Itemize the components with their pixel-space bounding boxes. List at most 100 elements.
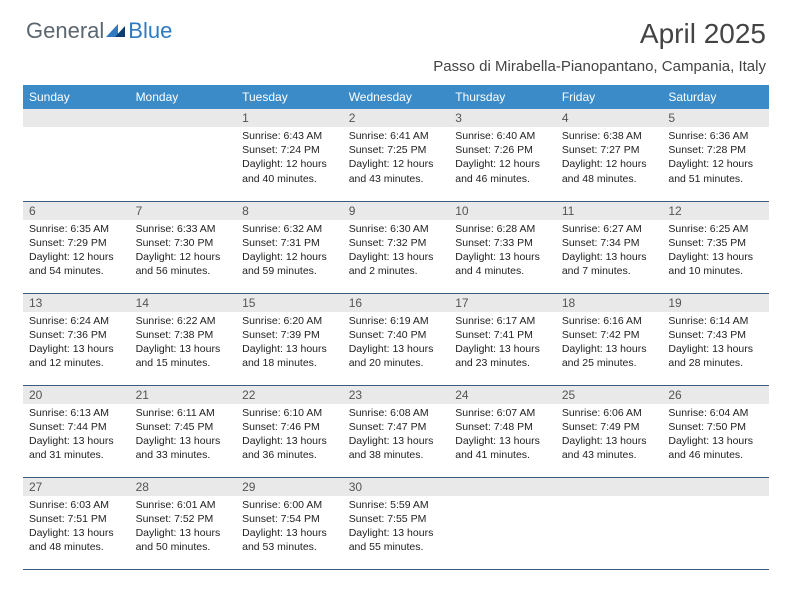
day-number: 26	[662, 386, 769, 404]
calendar-day-cell: 7Sunrise: 6:33 AMSunset: 7:30 PMDaylight…	[130, 201, 237, 293]
calendar-day-cell: 26Sunrise: 6:04 AMSunset: 7:50 PMDayligh…	[662, 385, 769, 477]
calendar-day-cell: 21Sunrise: 6:11 AMSunset: 7:45 PMDayligh…	[130, 385, 237, 477]
calendar-day-cell: 2Sunrise: 6:41 AMSunset: 7:25 PMDaylight…	[343, 109, 450, 201]
day-details: Sunrise: 6:30 AMSunset: 7:32 PMDaylight:…	[343, 220, 450, 283]
day-details: Sunrise: 6:28 AMSunset: 7:33 PMDaylight:…	[449, 220, 556, 283]
calendar-day-cell: 13Sunrise: 6:24 AMSunset: 7:36 PMDayligh…	[23, 293, 130, 385]
weekday-header: Tuesday	[236, 85, 343, 109]
day-details	[23, 127, 130, 133]
calendar-week-row: 13Sunrise: 6:24 AMSunset: 7:36 PMDayligh…	[23, 293, 769, 385]
calendar-day-cell: 6Sunrise: 6:35 AMSunset: 7:29 PMDaylight…	[23, 201, 130, 293]
calendar-empty-cell	[23, 109, 130, 201]
calendar-empty-cell	[449, 477, 556, 569]
day-number: 25	[556, 386, 663, 404]
calendar-day-cell: 27Sunrise: 6:03 AMSunset: 7:51 PMDayligh…	[23, 477, 130, 569]
calendar-day-cell: 25Sunrise: 6:06 AMSunset: 7:49 PMDayligh…	[556, 385, 663, 477]
calendar-day-cell: 20Sunrise: 6:13 AMSunset: 7:44 PMDayligh…	[23, 385, 130, 477]
day-details: Sunrise: 6:06 AMSunset: 7:49 PMDaylight:…	[556, 404, 663, 467]
day-details: Sunrise: 6:38 AMSunset: 7:27 PMDaylight:…	[556, 127, 663, 190]
day-details: Sunrise: 6:04 AMSunset: 7:50 PMDaylight:…	[662, 404, 769, 467]
day-details: Sunrise: 5:59 AMSunset: 7:55 PMDaylight:…	[343, 496, 450, 559]
day-number	[130, 109, 237, 127]
calendar-day-cell: 3Sunrise: 6:40 AMSunset: 7:26 PMDaylight…	[449, 109, 556, 201]
calendar-day-cell: 11Sunrise: 6:27 AMSunset: 7:34 PMDayligh…	[556, 201, 663, 293]
day-number: 21	[130, 386, 237, 404]
day-details: Sunrise: 6:01 AMSunset: 7:52 PMDaylight:…	[130, 496, 237, 559]
month-title: April 2025	[433, 18, 766, 50]
calendar-day-cell: 28Sunrise: 6:01 AMSunset: 7:52 PMDayligh…	[130, 477, 237, 569]
calendar-day-cell: 9Sunrise: 6:30 AMSunset: 7:32 PMDaylight…	[343, 201, 450, 293]
weekday-header: Wednesday	[343, 85, 450, 109]
day-details: Sunrise: 6:10 AMSunset: 7:46 PMDaylight:…	[236, 404, 343, 467]
weekday-header: Sunday	[23, 85, 130, 109]
day-number	[449, 478, 556, 496]
day-details: Sunrise: 6:22 AMSunset: 7:38 PMDaylight:…	[130, 312, 237, 375]
calendar-day-cell: 22Sunrise: 6:10 AMSunset: 7:46 PMDayligh…	[236, 385, 343, 477]
calendar-day-cell: 10Sunrise: 6:28 AMSunset: 7:33 PMDayligh…	[449, 201, 556, 293]
calendar-day-cell: 4Sunrise: 6:38 AMSunset: 7:27 PMDaylight…	[556, 109, 663, 201]
calendar-day-cell: 8Sunrise: 6:32 AMSunset: 7:31 PMDaylight…	[236, 201, 343, 293]
day-details: Sunrise: 6:03 AMSunset: 7:51 PMDaylight:…	[23, 496, 130, 559]
day-details: Sunrise: 6:33 AMSunset: 7:30 PMDaylight:…	[130, 220, 237, 283]
calendar-day-cell: 1Sunrise: 6:43 AMSunset: 7:24 PMDaylight…	[236, 109, 343, 201]
day-number: 2	[343, 109, 450, 127]
weekday-header: Thursday	[449, 85, 556, 109]
logo-icon	[106, 18, 126, 44]
day-details: Sunrise: 6:43 AMSunset: 7:24 PMDaylight:…	[236, 127, 343, 190]
day-details: Sunrise: 6:40 AMSunset: 7:26 PMDaylight:…	[449, 127, 556, 190]
day-details: Sunrise: 6:24 AMSunset: 7:36 PMDaylight:…	[23, 312, 130, 375]
calendar-day-cell: 18Sunrise: 6:16 AMSunset: 7:42 PMDayligh…	[556, 293, 663, 385]
calendar-day-cell: 16Sunrise: 6:19 AMSunset: 7:40 PMDayligh…	[343, 293, 450, 385]
brand-part1: General	[26, 18, 104, 44]
weekday-header-row: SundayMondayTuesdayWednesdayThursdayFrid…	[23, 85, 769, 109]
calendar-week-row: 6Sunrise: 6:35 AMSunset: 7:29 PMDaylight…	[23, 201, 769, 293]
weekday-header: Saturday	[662, 85, 769, 109]
header: General Blue April 2025 Passo di Mirabel…	[0, 0, 792, 79]
brand-part2: Blue	[128, 18, 172, 44]
day-number: 22	[236, 386, 343, 404]
calendar-day-cell: 14Sunrise: 6:22 AMSunset: 7:38 PMDayligh…	[130, 293, 237, 385]
day-number: 6	[23, 202, 130, 220]
day-number: 14	[130, 294, 237, 312]
calendar-day-cell: 15Sunrise: 6:20 AMSunset: 7:39 PMDayligh…	[236, 293, 343, 385]
day-details	[556, 496, 663, 502]
calendar-day-cell: 17Sunrise: 6:17 AMSunset: 7:41 PMDayligh…	[449, 293, 556, 385]
day-details: Sunrise: 6:41 AMSunset: 7:25 PMDaylight:…	[343, 127, 450, 190]
calendar-day-cell: 23Sunrise: 6:08 AMSunset: 7:47 PMDayligh…	[343, 385, 450, 477]
day-details: Sunrise: 6:27 AMSunset: 7:34 PMDaylight:…	[556, 220, 663, 283]
day-details: Sunrise: 6:36 AMSunset: 7:28 PMDaylight:…	[662, 127, 769, 190]
day-number: 29	[236, 478, 343, 496]
calendar-empty-cell	[556, 477, 663, 569]
day-number: 17	[449, 294, 556, 312]
day-number	[662, 478, 769, 496]
day-number: 30	[343, 478, 450, 496]
day-details: Sunrise: 6:08 AMSunset: 7:47 PMDaylight:…	[343, 404, 450, 467]
calendar-week-row: 1Sunrise: 6:43 AMSunset: 7:24 PMDaylight…	[23, 109, 769, 201]
calendar-day-cell: 19Sunrise: 6:14 AMSunset: 7:43 PMDayligh…	[662, 293, 769, 385]
day-number: 15	[236, 294, 343, 312]
day-details: Sunrise: 6:07 AMSunset: 7:48 PMDaylight:…	[449, 404, 556, 467]
calendar-day-cell: 30Sunrise: 5:59 AMSunset: 7:55 PMDayligh…	[343, 477, 450, 569]
calendar-table: SundayMondayTuesdayWednesdayThursdayFrid…	[23, 85, 769, 570]
weekday-header: Monday	[130, 85, 237, 109]
title-block: April 2025 Passo di Mirabella-Pianopanta…	[433, 18, 766, 75]
day-number: 24	[449, 386, 556, 404]
day-details: Sunrise: 6:17 AMSunset: 7:41 PMDaylight:…	[449, 312, 556, 375]
day-number: 23	[343, 386, 450, 404]
day-number: 7	[130, 202, 237, 220]
day-details: Sunrise: 6:11 AMSunset: 7:45 PMDaylight:…	[130, 404, 237, 467]
day-details: Sunrise: 6:35 AMSunset: 7:29 PMDaylight:…	[23, 220, 130, 283]
day-details: Sunrise: 6:32 AMSunset: 7:31 PMDaylight:…	[236, 220, 343, 283]
calendar-week-row: 27Sunrise: 6:03 AMSunset: 7:51 PMDayligh…	[23, 477, 769, 569]
day-details: Sunrise: 6:16 AMSunset: 7:42 PMDaylight:…	[556, 312, 663, 375]
day-details	[130, 127, 237, 133]
day-number: 10	[449, 202, 556, 220]
day-number: 5	[662, 109, 769, 127]
calendar-empty-cell	[662, 477, 769, 569]
day-number	[556, 478, 663, 496]
calendar-empty-cell	[130, 109, 237, 201]
day-details	[662, 496, 769, 502]
day-details: Sunrise: 6:14 AMSunset: 7:43 PMDaylight:…	[662, 312, 769, 375]
location-text: Passo di Mirabella-Pianopantano, Campani…	[433, 58, 766, 75]
day-number: 27	[23, 478, 130, 496]
